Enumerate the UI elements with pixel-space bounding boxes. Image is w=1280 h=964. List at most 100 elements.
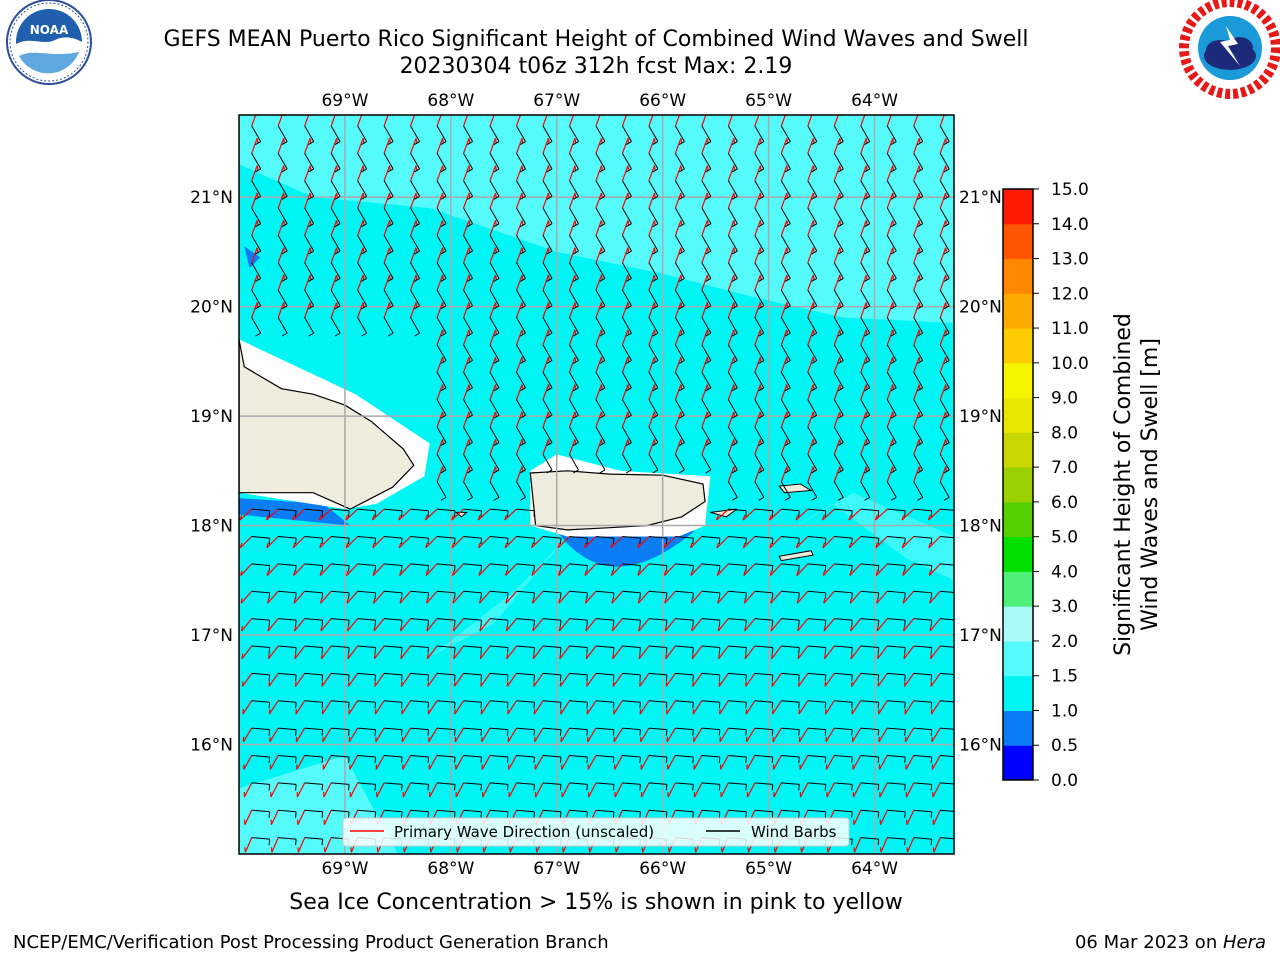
wave-arrow-head xyxy=(893,193,894,198)
colorbar-segment xyxy=(1003,398,1033,433)
wind-barb-flag xyxy=(269,648,270,654)
wave-arrow-head xyxy=(787,138,788,143)
wind-barb-flag xyxy=(852,702,853,708)
wave-arrow-head xyxy=(654,138,655,143)
wave-arrow-head xyxy=(707,385,708,390)
wave-arrow-head xyxy=(390,275,391,280)
wave-arrow-head xyxy=(469,138,470,143)
wind-barb-flag xyxy=(587,730,588,736)
wind-barb-flag xyxy=(428,812,429,818)
wave-arrow-head xyxy=(654,248,655,253)
colorbar-segment xyxy=(1003,641,1033,676)
wind-barb-flag xyxy=(666,730,667,736)
wind-barb-flag xyxy=(613,730,614,736)
wave-arrow-head xyxy=(734,385,735,390)
wave-arrow-head xyxy=(707,357,708,362)
lat-tick-label-right: 17°N xyxy=(959,626,1002,646)
wind-barb-flag xyxy=(375,593,376,599)
wave-arrow-head xyxy=(443,412,444,417)
wind-barb-flag xyxy=(375,784,376,790)
wave-arrow-head xyxy=(496,357,497,362)
wave-arrow-head xyxy=(654,303,655,308)
wave-arrow-head xyxy=(919,166,920,171)
wind-barb-flag xyxy=(269,620,270,626)
wind-barb-flag xyxy=(534,730,535,736)
wind-barb-flag xyxy=(666,784,667,790)
wind-barb-flag xyxy=(613,812,614,818)
wave-arrow-head xyxy=(575,330,576,335)
wave-arrow-head xyxy=(919,248,920,253)
lat-tick-label-right: 20°N xyxy=(959,298,1002,318)
wave-arrow-head xyxy=(310,303,311,308)
lon-tick-label-top: 66°W xyxy=(639,91,686,111)
wave-arrow-head xyxy=(496,166,497,171)
wave-arrow-head xyxy=(496,467,497,472)
wind-barb-flag xyxy=(719,784,720,790)
wind-barb-flag xyxy=(587,648,588,654)
wave-arrow-head xyxy=(522,220,523,225)
wind-barb-flag xyxy=(746,757,747,763)
wind-barb-flag xyxy=(296,757,297,763)
wind-barb-flag xyxy=(587,620,588,626)
wind-barb-flag xyxy=(666,812,667,818)
wind-barb-flag xyxy=(481,620,482,626)
wind-barb-flag xyxy=(322,812,323,818)
wave-arrow-head xyxy=(522,467,523,472)
wind-barb-flag xyxy=(428,593,429,599)
wave-arrow-head xyxy=(363,193,364,198)
wind-barb-flag xyxy=(958,565,959,571)
wind-barb-flag xyxy=(428,757,429,763)
wave-arrow-head xyxy=(443,138,444,143)
wind-barb-flag xyxy=(560,784,561,790)
wind-barb-flag xyxy=(587,675,588,681)
wind-barb-flag xyxy=(666,620,667,626)
wind-barb-flag xyxy=(825,784,826,790)
map-area xyxy=(239,111,958,854)
wind-barb-flag xyxy=(772,620,773,626)
wave-arrow-head xyxy=(390,138,391,143)
wave-arrow-head xyxy=(787,467,788,472)
wind-barb-flag xyxy=(719,620,720,626)
colorbar-segment xyxy=(1003,363,1033,398)
wind-barb-flag xyxy=(560,593,561,599)
wind-barb-flag xyxy=(349,784,350,790)
wave-arrow-head xyxy=(919,138,920,143)
wind-barb-flag xyxy=(852,511,853,517)
wave-arrow-head xyxy=(548,275,549,280)
wave-arrow-head xyxy=(469,330,470,335)
wind-barb-flag xyxy=(693,620,694,626)
wind-barb-flag xyxy=(693,593,694,599)
wave-arrow-head xyxy=(866,357,867,362)
wave-arrow-head xyxy=(496,385,497,390)
wind-barb-flag xyxy=(296,620,297,626)
wind-barb-flag xyxy=(269,565,270,571)
wave-arrow-head xyxy=(840,385,841,390)
wind-barb-flag xyxy=(746,702,747,708)
wind-barb-flag xyxy=(402,648,403,654)
wave-arrow-head xyxy=(469,220,470,225)
wind-barb-flag xyxy=(349,757,350,763)
wave-arrow-head xyxy=(946,385,947,390)
wind-barb-flag xyxy=(825,730,826,736)
wind-barb-flag xyxy=(322,784,323,790)
wave-arrow-head xyxy=(654,439,655,444)
wind-barb-flag xyxy=(825,757,826,763)
wind-barb-flag xyxy=(402,757,403,763)
wind-barb-flag xyxy=(666,538,667,544)
wind-barb-flag xyxy=(481,648,482,654)
wave-arrow-head xyxy=(866,385,867,390)
wave-arrow-head xyxy=(628,248,629,253)
wave-arrow-head xyxy=(707,193,708,198)
wind-barb-flag xyxy=(322,757,323,763)
wind-barb-flag xyxy=(640,620,641,626)
wave-arrow-head xyxy=(666,681,667,686)
wind-barb-flag xyxy=(613,620,614,626)
wind-barb-flag xyxy=(852,812,853,818)
wave-arrow-head xyxy=(337,138,338,143)
wave-arrow-head xyxy=(866,138,867,143)
wave-arrow-head xyxy=(257,193,258,198)
wind-barb-flag xyxy=(772,784,773,790)
wave-arrow-head xyxy=(548,303,549,308)
wave-arrow-head xyxy=(390,248,391,253)
